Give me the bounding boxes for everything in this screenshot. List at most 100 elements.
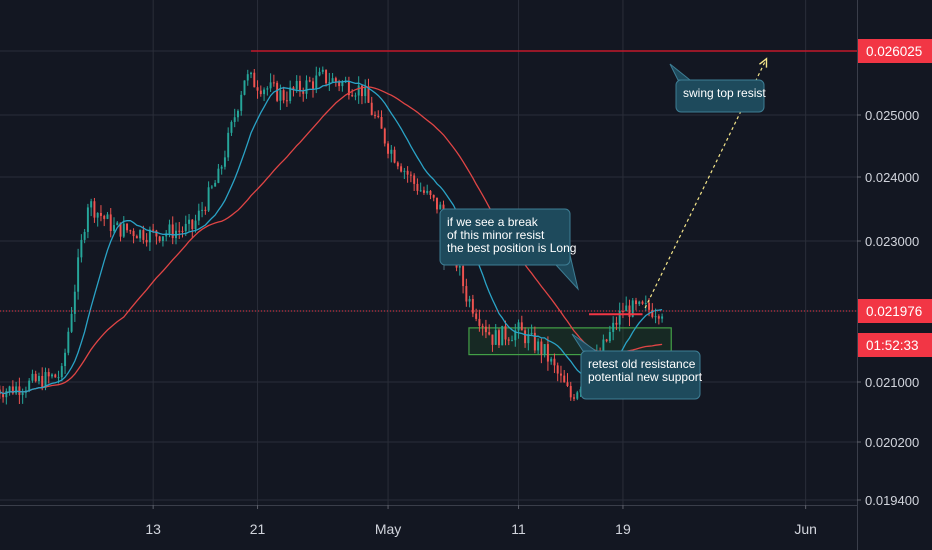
candle-body xyxy=(188,219,191,224)
candle-body xyxy=(194,220,197,230)
candle-body xyxy=(576,392,579,399)
candle xyxy=(468,295,471,308)
candle-body xyxy=(165,233,168,237)
price-tag-background xyxy=(858,333,932,357)
candle xyxy=(197,203,200,226)
candle xyxy=(533,326,536,354)
candle xyxy=(113,217,115,234)
candle-body xyxy=(201,209,204,211)
candle-body xyxy=(282,90,285,101)
candle xyxy=(282,86,285,104)
candle xyxy=(328,72,331,91)
candle xyxy=(625,296,628,312)
retest-callout-text: potential new support xyxy=(588,370,703,384)
candle xyxy=(540,338,543,364)
candle xyxy=(99,205,102,222)
candle-body xyxy=(325,69,328,84)
candle xyxy=(514,323,517,347)
candle xyxy=(103,214,106,227)
candle xyxy=(139,229,142,243)
candle-body xyxy=(439,204,442,210)
candle-body xyxy=(135,236,138,239)
candle-body xyxy=(517,322,520,331)
x-tick-label: 11 xyxy=(511,521,526,537)
candle xyxy=(432,194,435,202)
candle xyxy=(132,228,135,244)
candle-body xyxy=(530,332,533,335)
candle xyxy=(494,324,497,345)
candle-body xyxy=(96,212,99,218)
candle-body xyxy=(475,313,478,319)
candle-body xyxy=(364,87,367,97)
candle-body xyxy=(263,89,266,95)
candle xyxy=(497,328,500,348)
candle xyxy=(285,91,288,107)
candle xyxy=(462,262,465,294)
candle xyxy=(188,213,191,232)
projection-arrow-head xyxy=(758,57,768,68)
candle-body xyxy=(380,116,383,129)
candle-body xyxy=(559,373,562,376)
candle xyxy=(429,189,432,200)
swing-callout[interactable]: swing top resist xyxy=(669,63,766,113)
candle xyxy=(135,234,138,239)
candle-body xyxy=(139,230,142,239)
moving-averages xyxy=(0,80,663,395)
grid-lines xyxy=(0,0,857,505)
candle-body xyxy=(638,301,641,305)
candle xyxy=(507,337,510,346)
y-tick-label: 0.025000 xyxy=(865,108,919,123)
candle xyxy=(377,110,380,119)
candle-body xyxy=(468,299,471,302)
candle-body xyxy=(612,322,615,332)
candle-body xyxy=(374,114,376,116)
candle-body xyxy=(553,358,556,366)
candle-body xyxy=(429,190,432,196)
candle-body xyxy=(204,209,207,211)
slow-moving-average-line xyxy=(0,86,663,395)
candle-body xyxy=(540,341,543,355)
candle-body xyxy=(191,219,194,230)
candle-body xyxy=(654,316,657,318)
candle-body xyxy=(318,71,321,76)
candle-body xyxy=(155,230,158,237)
candle xyxy=(298,75,301,97)
candle xyxy=(501,325,504,346)
candle-body xyxy=(298,80,301,92)
candle xyxy=(308,76,311,83)
candle-body xyxy=(360,85,363,97)
candle-body xyxy=(334,78,337,83)
candle xyxy=(511,335,514,342)
candle-body xyxy=(99,212,102,216)
candle xyxy=(436,197,438,214)
candle xyxy=(191,219,194,238)
candle-body xyxy=(377,115,380,117)
candle-body xyxy=(328,82,331,84)
candle-body xyxy=(246,74,249,81)
candle xyxy=(383,127,386,147)
candle-body xyxy=(285,100,288,102)
candle xyxy=(416,178,419,195)
candle-body xyxy=(370,102,373,115)
candle xyxy=(325,69,328,87)
candle xyxy=(34,370,37,383)
candle-body xyxy=(625,305,628,312)
candle xyxy=(517,319,520,339)
breakout-callout-box xyxy=(439,208,571,266)
candle xyxy=(217,163,220,184)
candle-body xyxy=(422,190,425,193)
candle xyxy=(422,186,425,195)
candle xyxy=(608,325,611,344)
y-axis-panel xyxy=(857,0,932,550)
candle-body xyxy=(494,330,497,345)
candle-body xyxy=(631,300,634,317)
y-tick-label: 0.023000 xyxy=(865,234,919,249)
candle-body xyxy=(396,162,399,167)
candle-body xyxy=(533,332,536,351)
candle-body xyxy=(93,201,96,218)
